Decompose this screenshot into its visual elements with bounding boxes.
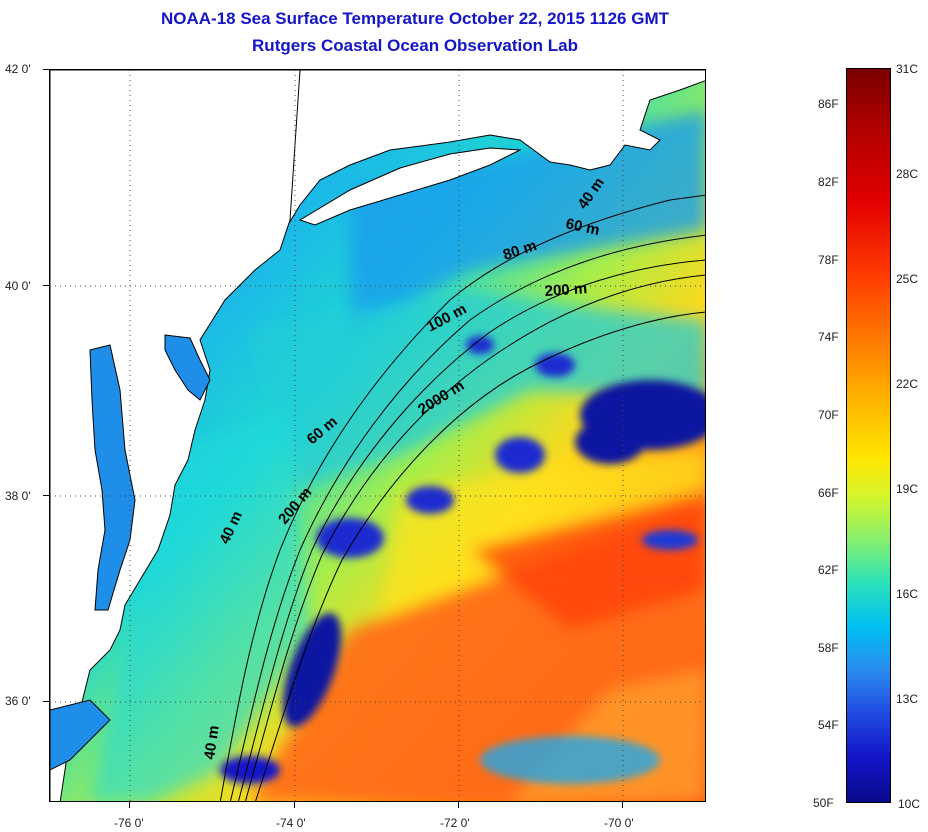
colorbar-label-74f: 74F: [818, 330, 839, 344]
lat-label-42: 42 0': [5, 62, 31, 76]
land-new-england: [284, 70, 705, 231]
colorbar-label-62f: 62F: [818, 563, 839, 577]
colorbar-label-50f: 50F: [813, 796, 834, 810]
colorbar-label-58f: 58F: [818, 641, 839, 655]
lat-tick: [43, 285, 49, 286]
contour-label-60m-ne: 60 m: [564, 215, 601, 239]
lon-label-70: -70 0': [604, 816, 634, 830]
land-long-island: [298, 147, 522, 226]
contour-label-200m-ne: 200 m: [544, 280, 588, 300]
colorbar-label-54f: 54F: [818, 718, 839, 732]
colorbar-label-78f: 78F: [818, 253, 839, 267]
lat-tick: [43, 495, 49, 496]
colorbar-label-16c: 16C: [896, 587, 919, 601]
lat-tick: [43, 701, 49, 702]
colorbar-label-13c: 13C: [896, 692, 919, 706]
colorbar-label-82f: 82F: [818, 175, 839, 189]
sst-map-graphic: 40 m 60 m 80 m 200 m 100 m 2000 m 60 m 2…: [50, 70, 705, 801]
colorbar-label-66f: 66F: [818, 486, 839, 500]
lat-label-40: 40 0': [5, 279, 31, 293]
sst-map: 40 m 60 m 80 m 200 m 100 m 2000 m 60 m 2…: [49, 69, 706, 802]
colorbar-label-28c: 28C: [896, 167, 919, 181]
colorbar-label-19c: 19C: [896, 482, 919, 496]
graticule: [50, 70, 705, 801]
lon-label-76: -76 0': [114, 816, 144, 830]
chart-subtitle: Rutgers Coastal Ocean Observation Lab: [252, 36, 578, 55]
colorbar-label-86f: 86F: [818, 97, 839, 111]
lon-tick: [458, 802, 459, 808]
lon-tick: [294, 802, 295, 808]
colorbar-label-31c: 31C: [896, 62, 919, 76]
lon-tick: [129, 802, 130, 808]
lat-label-38: 38 0': [5, 489, 31, 503]
bathymetry-contours: [219, 194, 705, 801]
cold-pools: [220, 336, 705, 784]
color-scale-bar: [846, 68, 891, 803]
colorbar-label-22c: 22C: [896, 377, 919, 391]
chart-title: NOAA-18 Sea Surface Temperature October …: [160, 9, 670, 28]
chesapeake-bay: [89, 344, 136, 611]
sst-patches: [90, 110, 705, 801]
contour-label-40m-south: 40 m: [201, 724, 223, 760]
delaware-bay: [164, 334, 211, 401]
colorbar-label-10c: 10C: [898, 797, 921, 811]
colorbar-label-70f: 70F: [818, 408, 839, 422]
lat-tick: [43, 69, 49, 70]
lon-tick: [622, 802, 623, 808]
lat-label-36: 36 0': [5, 694, 31, 708]
lon-label-72: -72 0': [440, 816, 470, 830]
lon-label-74: -74 0': [276, 816, 306, 830]
colorbar-label-25c: 25C: [896, 272, 919, 286]
albemarle-sound: [50, 699, 111, 771]
